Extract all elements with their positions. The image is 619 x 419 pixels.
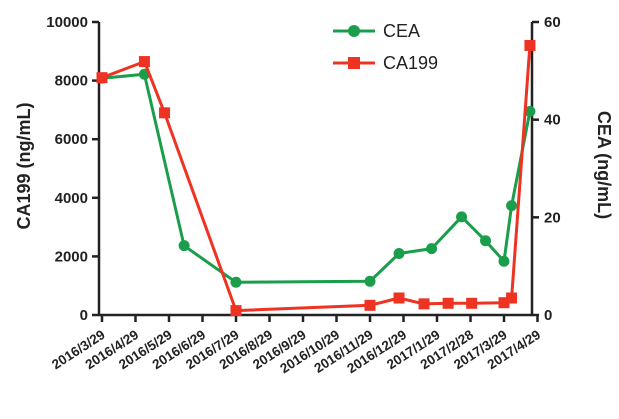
data-point-ca199: [364, 299, 376, 311]
data-point-cea: [456, 211, 468, 223]
legend-ca199-label: CA199: [383, 53, 438, 73]
data-point-cea: [480, 235, 492, 247]
data-point-ca199: [96, 72, 108, 84]
right-axis-title: CEA (ng/mL): [594, 111, 614, 219]
right-tick-label: 20: [544, 209, 561, 226]
legend-item-cea: CEA: [333, 21, 420, 41]
data-point-ca199: [442, 297, 454, 309]
data-point-cea: [230, 276, 242, 288]
data-point-ca199: [466, 297, 478, 309]
left-tick-label: 4000: [55, 190, 88, 207]
legend-ca199-marker: [348, 57, 360, 69]
left-tick-label: 2000: [55, 248, 88, 265]
series-layer: [96, 39, 536, 317]
data-point-cea: [498, 255, 510, 267]
data-point-ca199: [418, 298, 430, 310]
data-point-cea: [426, 243, 438, 255]
series-ca199: [96, 39, 536, 317]
data-point-cea: [364, 275, 376, 287]
right-tick-label: 0: [544, 307, 552, 324]
legend-cea-label: CEA: [383, 21, 420, 41]
legend-cea-marker: [348, 25, 360, 37]
data-point-ca199: [138, 56, 150, 68]
data-point-cea: [524, 105, 536, 117]
series-line-ca199: [101, 45, 532, 313]
data-point-ca199: [393, 292, 405, 304]
right-tick-label: 60: [544, 14, 561, 31]
series-line-cea: [101, 72, 532, 284]
left-axis-title: CA199 (ng/mL): [14, 102, 34, 229]
left-tick-label: 6000: [55, 131, 88, 148]
legend-item-ca199: CA199: [333, 53, 438, 73]
data-point-cea: [506, 200, 518, 212]
left-tick-label: 8000: [55, 73, 88, 90]
right-tick-label: 40: [544, 112, 561, 129]
data-point-cea: [393, 247, 405, 259]
left-tick-label: 0: [80, 307, 88, 324]
series-cea: [96, 68, 536, 288]
data-point-ca199: [524, 39, 536, 51]
data-point-ca199: [506, 292, 518, 304]
data-point-cea: [178, 240, 190, 252]
data-point-ca199: [498, 297, 510, 309]
data-point-ca199: [230, 305, 242, 317]
data-point-ca199: [159, 107, 171, 119]
legend: CEA CA199: [333, 21, 438, 73]
left-tick-label: 10000: [46, 14, 88, 31]
